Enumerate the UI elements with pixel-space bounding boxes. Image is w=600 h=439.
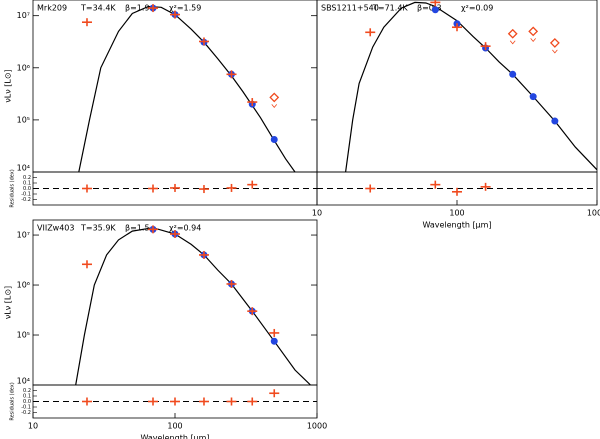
upper-limit (549, 38, 560, 48)
observed-point (365, 28, 376, 37)
observed-point (247, 307, 258, 316)
residual-point (226, 183, 237, 192)
x-axis-label: Wavelength [μm] (140, 434, 209, 439)
model-point (270, 136, 278, 144)
y-axis-label: νLν [L⊙] (4, 286, 13, 319)
x-tick-label: 100 (449, 209, 464, 218)
residual-point (170, 397, 180, 406)
observed-point (148, 4, 159, 13)
residual-tick-label: 0.1 (23, 394, 31, 400)
panel: 10⁴ 10⁵ 10⁶ 10⁷ 0.20.10.0-0.1-0.2 νLν [L⊙] Res… (4, 0, 318, 208)
residual-point (81, 184, 92, 193)
y-tick-label: 10⁵ (17, 331, 30, 340)
annotation: χ²=0.94 (169, 224, 201, 233)
upper-limit (528, 26, 539, 37)
residual-tick-label: 0.1 (23, 181, 31, 187)
model-curve (78, 5, 296, 172)
residual-axis-label: Residuals (dex) (10, 169, 16, 207)
residual-tick-label: 0.0 (23, 186, 31, 192)
upper-limit-arrow (509, 40, 516, 45)
x-tick-label: 1000 (587, 209, 600, 218)
residual-point (269, 389, 280, 398)
observed-point (226, 279, 237, 288)
observed-point (148, 225, 159, 234)
y-tick-label: 10⁴ (17, 377, 30, 386)
annotation: χ²=1.59 (169, 4, 201, 13)
y-tick-label: 10⁶ (17, 281, 30, 290)
observed-point (81, 260, 92, 269)
x-tick-label: 10 (312, 209, 322, 218)
observed-point (198, 37, 209, 46)
observed-point (170, 229, 180, 238)
residual-tick-label: -0.1 (21, 405, 31, 411)
annotation: T=35.9K (80, 224, 116, 233)
model-point (551, 117, 559, 125)
annotation: T=71.4K (372, 4, 408, 13)
observed-point (81, 18, 92, 27)
residual-point (226, 397, 237, 406)
model-point (270, 337, 278, 345)
observed-point (226, 70, 237, 79)
y-tick-label: 10⁶ (17, 63, 30, 72)
panel: 10 100 1000 Wavelength [μm] SBS1211+540T=71.… (312, 0, 600, 230)
residual-point (198, 185, 209, 194)
annotation: β=1.9 (125, 4, 150, 13)
upper-limit-arrow (552, 49, 558, 54)
model-point (431, 6, 439, 14)
observed-point (198, 250, 209, 259)
y-tick-label: 10⁵ (17, 115, 30, 124)
residual-point (198, 397, 209, 406)
upper-limit (269, 92, 280, 103)
upper-limit (507, 28, 518, 39)
upper-limit-arrow (271, 104, 278, 109)
panel-title: Mrk209 (37, 4, 67, 13)
y-axis-label: νLν [L⊙] (4, 69, 13, 102)
residual-point (170, 183, 180, 192)
model-curve (75, 227, 311, 385)
y-tick-label: 10⁴ (17, 164, 30, 173)
x-tick-label: 100 (167, 422, 182, 431)
residual-point (247, 180, 258, 189)
residual-point (148, 184, 159, 193)
annotation: T=34.4K (80, 4, 116, 13)
residual-tick-label: -0.2 (21, 197, 31, 203)
model-point (509, 70, 517, 78)
annotation: β=1.5 (125, 224, 150, 233)
model-point (529, 93, 537, 101)
residual-point (452, 187, 462, 196)
plot-frame (32, 219, 318, 386)
panel: 10⁴ 10⁵ 10⁶ 10⁷ 0.20.10.0-0.1-0.2 10 100 1000 Wa… (4, 219, 327, 439)
residual-axis-label: Residuals (dex) (10, 382, 16, 420)
residual-point (480, 182, 491, 191)
residual-point (148, 397, 159, 406)
x-axis-label: Wavelength [μm] (422, 221, 491, 230)
annotation: β=0.3 (417, 4, 442, 13)
residual-tick-label: -0.1 (21, 192, 31, 198)
observed-point (480, 42, 491, 51)
x-tick-label: 10 (28, 422, 38, 431)
residual-point (81, 397, 92, 406)
residual-tick-label: 0.2 (23, 175, 31, 181)
plot-frame (32, 0, 318, 173)
residual-tick-label: 0.0 (23, 399, 31, 405)
model-curve (345, 1, 597, 172)
observed-point (452, 23, 462, 32)
y-tick-label: 10⁷ (17, 11, 30, 20)
residual-tick-label: 0.2 (23, 388, 31, 394)
residual-tick-label: -0.2 (21, 410, 31, 416)
panel-title: VIIZw403 (37, 224, 74, 233)
upper-limit-arrow (530, 38, 536, 42)
residual-point (365, 184, 376, 193)
residual-point (247, 397, 258, 406)
y-tick-label: 10⁷ (17, 231, 30, 240)
panel-title: SBS1211+540 (321, 4, 379, 13)
annotation: χ²=0.09 (461, 4, 493, 13)
observed-point (430, 0, 441, 7)
observed-point (269, 328, 280, 337)
observed-point (170, 10, 180, 19)
residual-point (430, 180, 441, 189)
x-tick-label: 1000 (307, 422, 327, 431)
observed-point (247, 98, 258, 107)
